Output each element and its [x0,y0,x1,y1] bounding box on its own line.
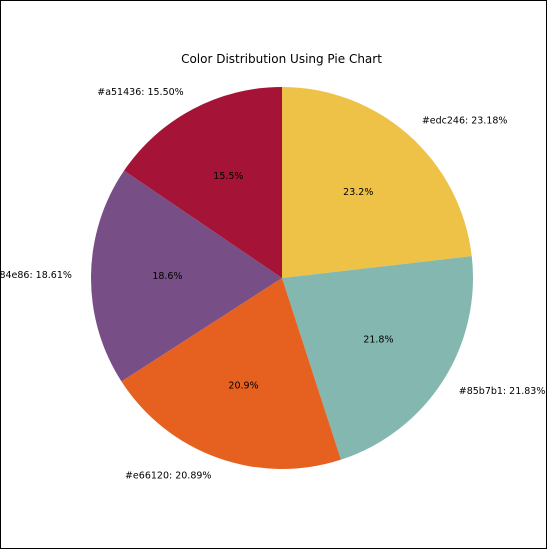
pie-slice [282,87,472,278]
pie-slice-label: #a51436: 15.50% [97,87,183,98]
pie-slice-label: #784e86: 18.61% [1,270,72,281]
pie-percent-label: 23.2% [343,187,373,198]
pie-slices [91,87,474,469]
pie-percent-label: 15.5% [213,171,243,182]
pie-percent-label: 20.9% [228,380,258,391]
pie-slice [121,278,341,469]
pie-percent-label: 21.8% [363,334,393,345]
chart-title: Color Distribution Using Pie Chart [181,52,382,66]
pie-slice [282,256,474,460]
pie-slice-label: #e66120: 20.89% [125,470,211,481]
pie-slice-label: #85b7b1: 21.83% [459,386,546,397]
pie-outer-labels: #edc246: 23.18% #85b7b1: 21.83% #e66120: 2… [1,87,545,482]
pie-slice-label: #edc246: 23.18% [422,116,508,127]
pie-slice [91,170,282,382]
pie-slice [124,87,282,278]
pie-percent-label: 18.6% [152,271,182,282]
pie-percent-labels: 23.2% 21.8% 20.9% 18.6% 15.5% [152,171,393,391]
